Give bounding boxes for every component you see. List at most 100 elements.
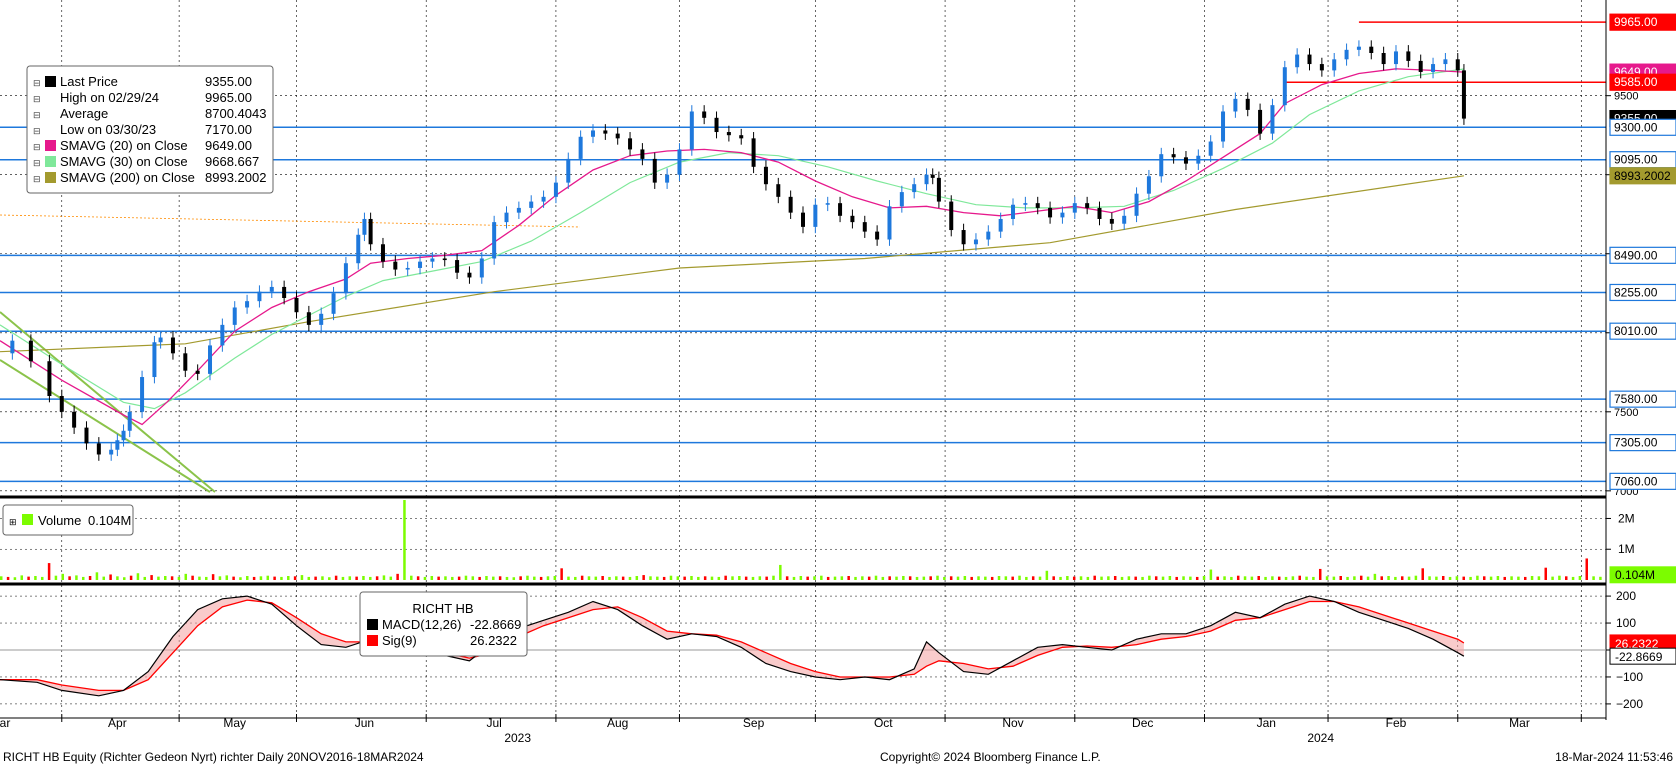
volume-bar: [1503, 576, 1506, 580]
legend-swatch: [45, 140, 56, 151]
sma30-line: [0, 68, 1464, 410]
candle-body: [1258, 109, 1263, 134]
footer-security-info: RICHT HB Equity (Richter Gedeon Nyrt) ri…: [3, 750, 424, 764]
macd-axis-tick-label: 100: [1616, 616, 1636, 630]
volume-axis-tick-label: 1M: [1618, 542, 1635, 556]
volume-bar: [232, 576, 235, 580]
candle-body: [1134, 193, 1139, 216]
volume-bar: [874, 575, 878, 580]
volume-bar: [997, 576, 1001, 580]
candle-body: [1196, 155, 1201, 164]
candle-body: [1393, 51, 1398, 65]
volume-bar: [744, 576, 748, 580]
volume-bar: [273, 576, 276, 580]
volume-bar: [88, 576, 92, 580]
volume-bar: [717, 576, 721, 580]
volume-bar: [615, 576, 618, 580]
volume-bar: [1469, 576, 1472, 580]
volume-bar: [1120, 576, 1124, 580]
volume-bar: [369, 576, 372, 580]
candle-body: [1221, 111, 1226, 142]
x-axis-month-label: Aug: [607, 716, 628, 730]
volume-bar: [990, 576, 994, 580]
volume-bar: [280, 576, 283, 580]
x-axis-month-label: Mar: [1509, 716, 1530, 730]
volume-bar: [765, 576, 768, 580]
candle-body: [152, 342, 157, 378]
volume-legend[interactable]: ⊞ Volume 0.104M: [2, 504, 134, 536]
volume-bar: [109, 574, 112, 580]
volume-bar: [1066, 576, 1069, 580]
volume-bar: [758, 576, 762, 580]
price-level-box: [1609, 434, 1676, 452]
candle-body: [442, 258, 447, 261]
candle-body: [294, 298, 299, 313]
price-level-box: [1609, 73, 1676, 91]
volume-bar: [1489, 576, 1493, 580]
volume-bar: [826, 576, 830, 580]
macd-line: [0, 595, 1465, 697]
volume-bar: [157, 576, 160, 580]
volume-bar: [211, 574, 215, 580]
collapse-icon[interactable]: ⊞: [9, 517, 17, 527]
candle-body: [875, 231, 880, 240]
volume-bar: [1599, 576, 1602, 580]
volume-bar: [526, 575, 529, 580]
volume-bar: [266, 575, 270, 580]
volume-bar: [1277, 576, 1281, 580]
candle-body: [1369, 46, 1374, 53]
volume-bar: [389, 576, 393, 580]
volume-bar: [1291, 576, 1295, 580]
volume-bar: [1353, 576, 1356, 580]
volume-bar: [1544, 567, 1547, 580]
volume-bar: [662, 576, 666, 580]
volume-bars: [0, 500, 1602, 580]
volume-bar: [1551, 576, 1554, 580]
candle-body: [1146, 176, 1151, 194]
volume-bar: [799, 576, 803, 580]
volume-bar: [239, 577, 242, 580]
candle-body: [912, 184, 917, 193]
volume-bar: [1592, 576, 1595, 580]
candle-body: [1443, 59, 1448, 65]
macd-legend-swatch: [367, 635, 378, 646]
volume-bar: [362, 576, 365, 580]
volume-bar: [321, 576, 324, 580]
macd-legend[interactable]: RICHT HB MACD(12,26) -22.8669 Sig(9) 26.232…: [359, 591, 528, 657]
volume-bar: [6, 576, 10, 580]
volume-bar: [813, 576, 816, 580]
volume-bar: [498, 576, 502, 580]
macd-legend-swatch: [367, 619, 378, 630]
candle-body: [726, 132, 731, 136]
legend-swatch: [45, 156, 56, 167]
price-legend[interactable]: ⊟ Last Price 9355.00 ⊟ High on 02/29/24 9965.…: [26, 65, 274, 194]
candle-body: [1023, 203, 1028, 205]
trendlines: [0, 214, 581, 493]
volume-bar: [1175, 576, 1178, 580]
volume-bar: [34, 576, 37, 580]
volume-bar: [1216, 576, 1219, 580]
volume-bar: [601, 576, 604, 580]
candle-body: [1381, 53, 1386, 65]
legend-swatch: [45, 76, 56, 87]
candle-body: [47, 361, 52, 396]
volume-bar: [1052, 576, 1055, 580]
volume-bar: [184, 573, 188, 580]
candle-body: [282, 286, 287, 298]
candle-body: [1356, 46, 1361, 50]
candle-body: [973, 239, 978, 245]
volume-bar: [724, 575, 727, 580]
candle-body: [1109, 218, 1114, 224]
volume-bar: [963, 576, 967, 580]
candle-body: [899, 192, 904, 207]
volume-bar: [136, 573, 140, 580]
candle-body: [59, 396, 64, 412]
volume-bar: [1373, 573, 1377, 580]
candle-body: [1245, 98, 1250, 110]
legend-label: SMAVG (20) on Close: [60, 138, 188, 153]
price-axis-tick-label: 9500: [1614, 91, 1638, 103]
volume-bar: [676, 576, 680, 580]
volume-bar: [1018, 575, 1021, 580]
legend-value: 9965.00: [205, 90, 252, 105]
macd-axis-tick-label: 200: [1616, 589, 1636, 603]
